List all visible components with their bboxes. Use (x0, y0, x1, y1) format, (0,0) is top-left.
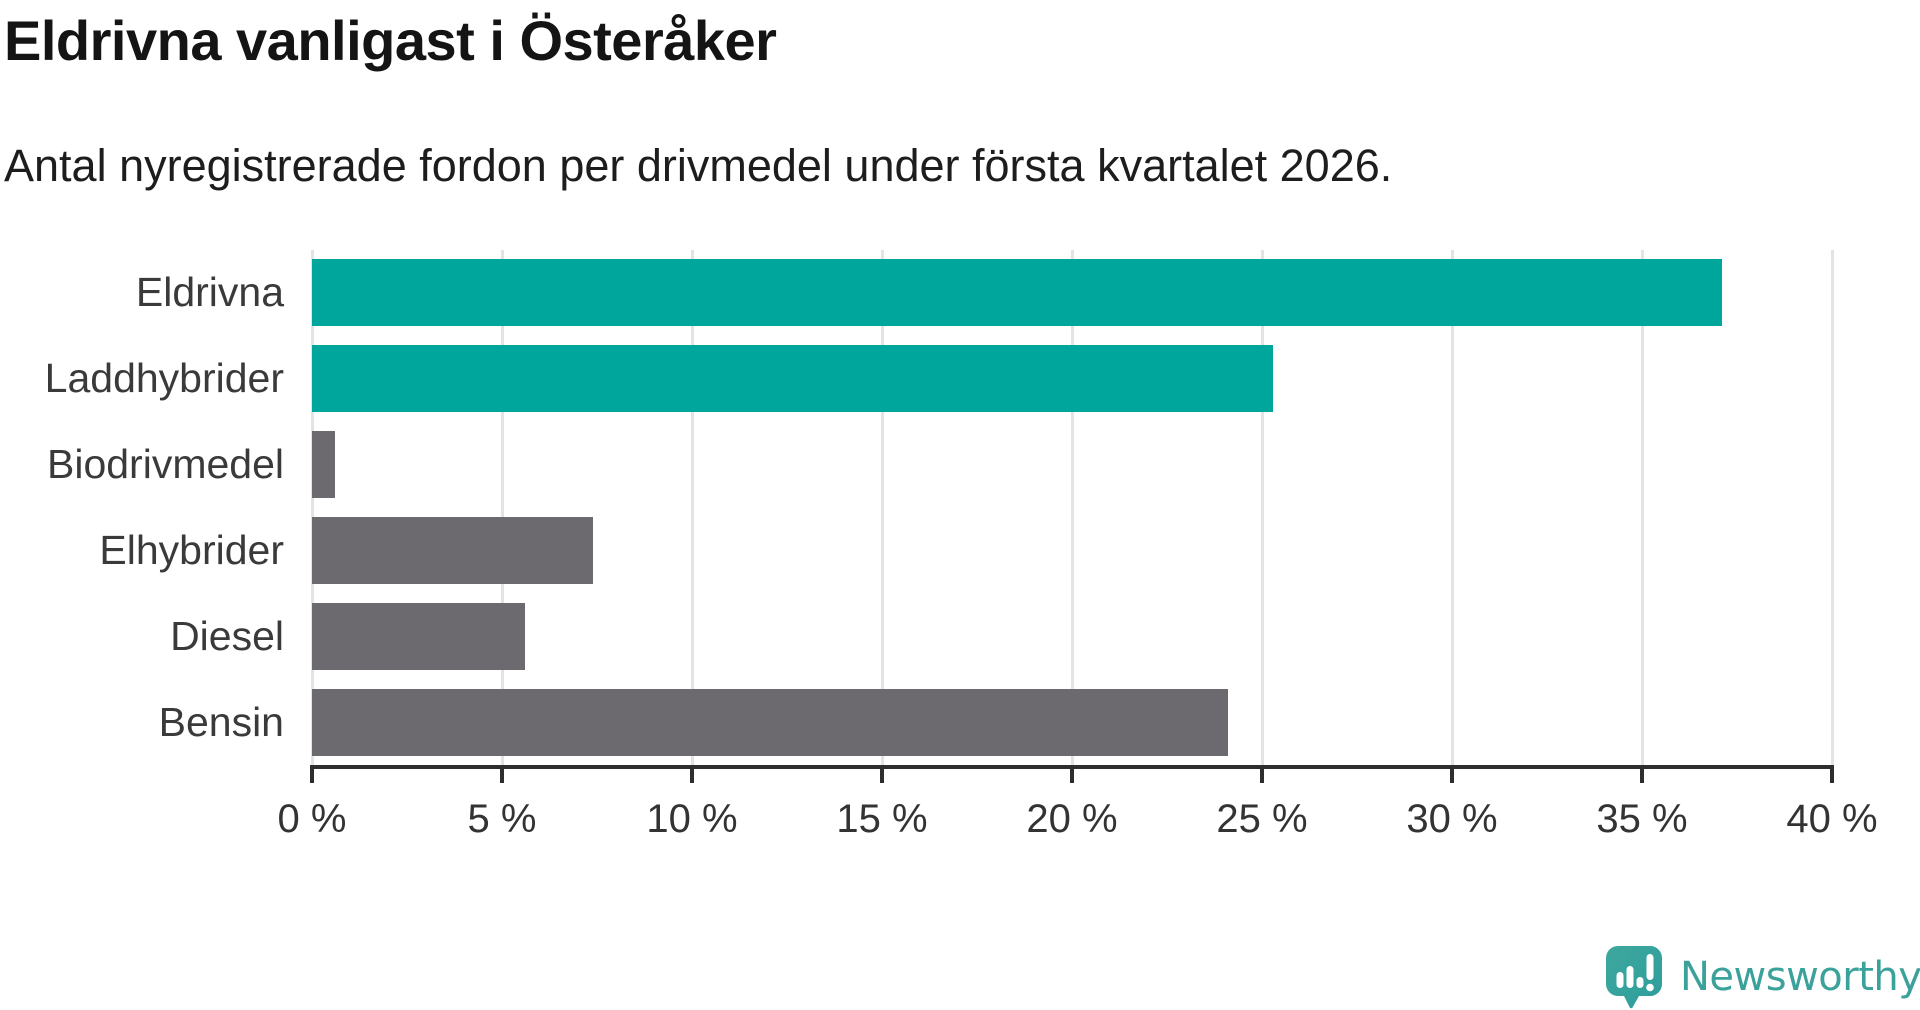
bar-eldrivna (312, 259, 1722, 327)
x-axis-tick-35 (1640, 769, 1644, 783)
x-axis-tick-label-5: 5 % (467, 797, 537, 841)
gridline-35 (1640, 250, 1644, 765)
x-axis-tick-5 (500, 769, 504, 783)
category-label-biodrivmedel: Biodrivmedel (47, 441, 284, 488)
gridline-25 (1260, 250, 1264, 765)
x-axis-tick-40 (1830, 769, 1834, 783)
x-axis-tick-label-20: 20 % (1026, 797, 1118, 841)
x-axis-tick-0 (310, 769, 314, 783)
newsworthy-icon (1606, 946, 1662, 1009)
x-axis-tick-20 (1070, 769, 1074, 783)
x-axis-tick-label-40: 40 % (1786, 797, 1878, 841)
gridline-30 (1450, 250, 1454, 765)
x-axis-tick-25 (1260, 769, 1264, 783)
x-axis-tick-label-15: 15 % (836, 797, 928, 841)
newsworthy-logo: Newsworthy (1604, 944, 1920, 1010)
category-label-laddhybrider: Laddhybrider (44, 355, 284, 402)
x-axis-tick-15 (880, 769, 884, 783)
chart-title: Eldrivna vanligast i Österåker (4, 9, 777, 72)
x-axis-tick-30 (1450, 769, 1454, 783)
x-axis-tick-label-25: 25 % (1216, 797, 1308, 841)
bar-bensin (312, 688, 1228, 756)
category-label-bensin: Bensin (158, 698, 284, 745)
x-axis-tick-10 (690, 769, 694, 783)
newsworthy-wordmark: Newsworthy (1680, 954, 1920, 1000)
bar-diesel (312, 602, 525, 670)
category-label-diesel: Diesel (170, 612, 284, 659)
gridline-40 (1830, 250, 1834, 765)
gridline-10 (690, 250, 694, 765)
category-label-elhybrider: Elhybrider (99, 526, 284, 573)
category-label-eldrivna: Eldrivna (135, 269, 284, 316)
x-axis-tick-label-30: 30 % (1406, 797, 1498, 841)
bar-biodrivmedel (312, 431, 335, 499)
bar-laddhybrider (312, 345, 1274, 413)
x-axis-tick-label-0: 0 % (277, 797, 347, 841)
gridline-5 (500, 250, 504, 765)
bar-elhybrider (312, 516, 594, 584)
x-axis-tick-label-10: 10 % (646, 797, 738, 841)
x-axis-line (310, 765, 1834, 769)
gridline-20 (1070, 250, 1074, 765)
x-axis-tick-label-35: 35 % (1596, 797, 1688, 841)
gridline-15 (880, 250, 884, 765)
chart-subtitle: Antal nyregistrerade fordon per drivmede… (4, 140, 1393, 191)
gridline-0 (310, 250, 314, 765)
